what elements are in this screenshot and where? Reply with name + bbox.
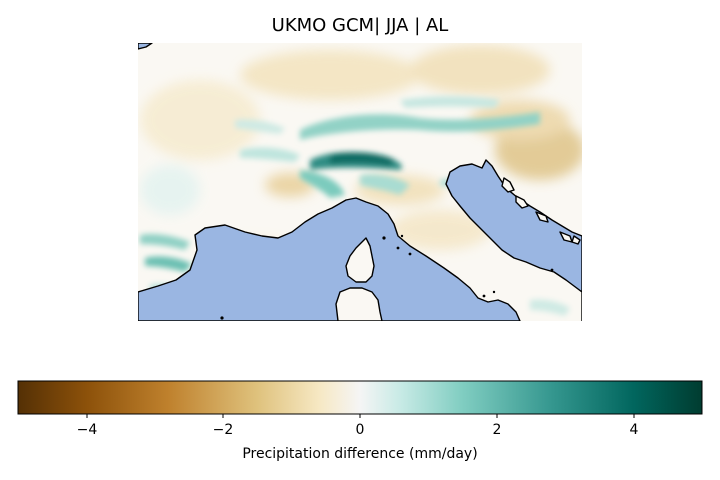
colorbar-tick-label: 0 [355, 422, 365, 438]
croatian-island-1 [501, 177, 515, 193]
map-panel [138, 43, 582, 321]
colorbar-ticks [86, 414, 635, 418]
croatian-island-2 [515, 195, 529, 209]
corsica [345, 237, 375, 283]
north-corner-sea [138, 43, 153, 50]
colorbar-label: Precipitation difference (mm/day) [242, 446, 478, 462]
colorbar-tick-label: −4 [76, 422, 98, 438]
islands [335, 177, 581, 321]
croatian-island-3 [535, 211, 549, 223]
colorbar-tick-label: 4 [629, 422, 639, 438]
sardinia [335, 287, 383, 321]
colorbar [17, 380, 703, 415]
small-islands [220, 234, 554, 320]
sea [138, 43, 582, 321]
colorbar-tick-label: −2 [212, 422, 234, 438]
western-mediterranean [138, 197, 521, 321]
map-title: UKMO GCM| JJA | AL [271, 15, 449, 36]
croatian-island-5 [571, 235, 581, 245]
colorbar-tick-label: 2 [492, 422, 502, 438]
adriatic-sea [445, 159, 582, 321]
